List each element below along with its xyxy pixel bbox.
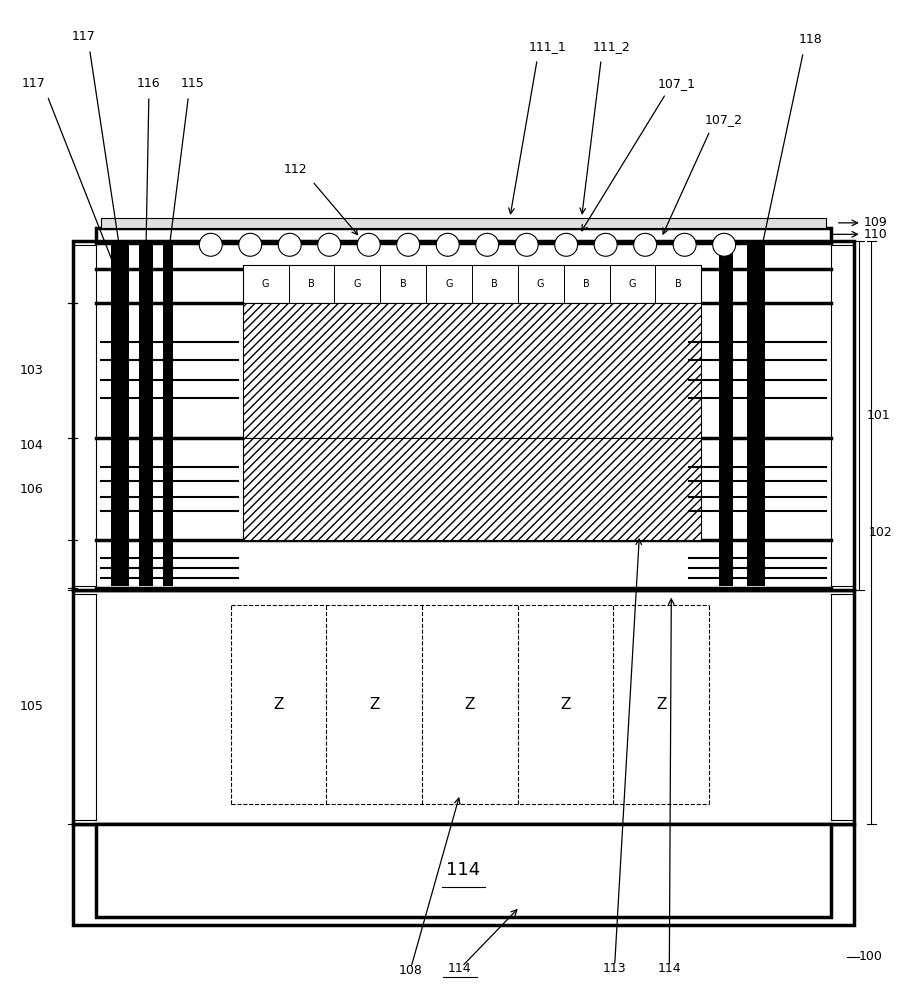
Bar (73, 590, 854, 824)
Circle shape (396, 233, 420, 256)
Circle shape (713, 233, 735, 256)
Circle shape (436, 233, 460, 256)
Text: 107_1: 107_1 (658, 77, 696, 90)
Circle shape (555, 233, 578, 256)
Bar (111, 245, 129, 586)
Text: 118: 118 (799, 33, 823, 46)
Text: 114: 114 (448, 962, 472, 975)
Bar (96, 824, 831, 917)
Circle shape (594, 233, 617, 256)
Bar (73, 241, 854, 590)
Text: Z: Z (560, 697, 571, 712)
Text: Z: Z (656, 697, 667, 712)
Text: G: G (262, 279, 269, 289)
Text: 107_2: 107_2 (705, 113, 742, 126)
Text: B: B (491, 279, 498, 289)
Text: 113: 113 (603, 962, 626, 975)
Text: 103: 103 (20, 364, 43, 377)
Text: 101: 101 (867, 409, 890, 422)
Bar (719, 245, 733, 586)
Text: B: B (400, 279, 406, 289)
Text: 117: 117 (71, 30, 95, 43)
Bar (242, 265, 701, 303)
Text: Z: Z (273, 697, 284, 712)
Bar (73, 824, 854, 925)
Text: B: B (308, 279, 314, 289)
Text: 106: 106 (20, 483, 43, 496)
Text: 116: 116 (137, 77, 160, 90)
Circle shape (515, 233, 538, 256)
Text: 104: 104 (20, 439, 43, 452)
Text: 115: 115 (181, 77, 205, 90)
Text: G: G (537, 279, 544, 289)
Bar (139, 245, 153, 586)
Bar (242, 303, 701, 438)
Circle shape (476, 233, 498, 256)
Bar (101, 218, 826, 228)
Bar (96, 228, 831, 241)
Text: 100: 100 (859, 950, 883, 963)
Text: G: G (445, 279, 453, 289)
Text: 102: 102 (869, 526, 893, 539)
Circle shape (633, 233, 657, 256)
Text: 105: 105 (19, 700, 43, 713)
Circle shape (278, 233, 301, 256)
Text: 108: 108 (398, 964, 422, 977)
Text: 117: 117 (22, 77, 45, 90)
Bar (747, 245, 765, 586)
Text: G: G (353, 279, 361, 289)
Circle shape (239, 233, 261, 256)
Text: B: B (675, 279, 682, 289)
Text: Z: Z (465, 697, 475, 712)
Bar (163, 245, 173, 586)
Text: 111_1: 111_1 (529, 40, 567, 53)
Text: 111_2: 111_2 (593, 40, 631, 53)
Text: B: B (583, 279, 590, 289)
Circle shape (199, 233, 223, 256)
Bar (242, 438, 701, 540)
Text: 114: 114 (446, 861, 480, 879)
Text: Z: Z (369, 697, 379, 712)
Text: 112: 112 (284, 163, 307, 176)
Text: G: G (629, 279, 636, 289)
Text: 109: 109 (864, 216, 887, 229)
Circle shape (318, 233, 341, 256)
Text: 114: 114 (658, 962, 681, 975)
Circle shape (673, 233, 696, 256)
Circle shape (358, 233, 380, 256)
Text: 110: 110 (864, 228, 887, 241)
